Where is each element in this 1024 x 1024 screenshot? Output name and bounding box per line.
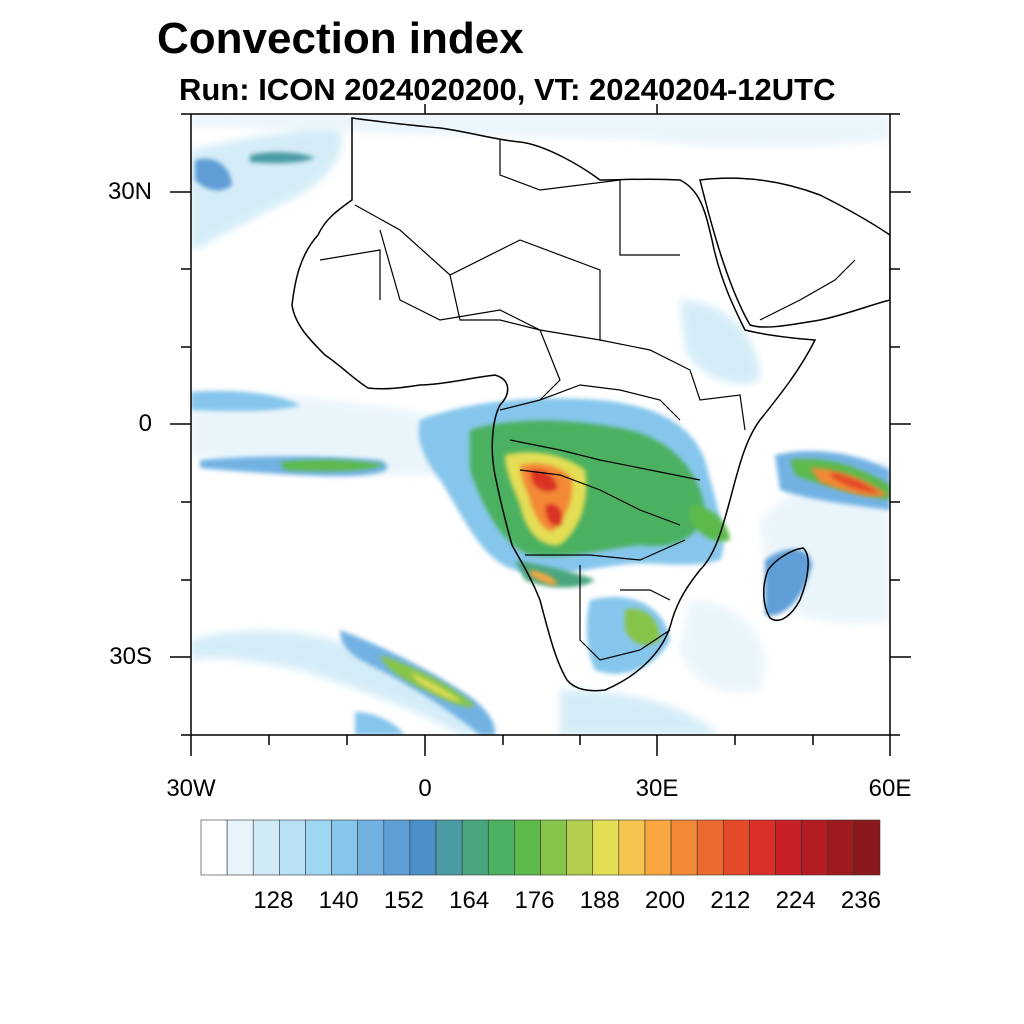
field-angola-orange xyxy=(530,570,558,586)
colorbar-swatch xyxy=(226,819,254,876)
colorbar-swatch xyxy=(383,819,411,876)
colorbar-tick-label: 200 xyxy=(645,887,686,914)
arabia-coastline xyxy=(699,177,890,328)
field-indian-red xyxy=(830,472,880,494)
colorbar-swatch xyxy=(592,819,620,876)
colorbar-swatch xyxy=(566,819,594,876)
colorbar-swatch xyxy=(618,819,646,876)
country-borders xyxy=(319,140,856,661)
colorbar-swatch xyxy=(827,819,855,876)
colorbar-tick-label: 164 xyxy=(449,887,490,914)
colorbar-tick-label: 128 xyxy=(253,887,294,914)
colorbar-swatch xyxy=(749,819,776,876)
lon-label-60e: 60E xyxy=(868,775,912,802)
colorbar-tick-label: 236 xyxy=(840,887,881,914)
lat-label-0: 0 xyxy=(138,410,152,437)
field-south-ocean xyxy=(560,690,720,735)
lon-label-30e: 30E xyxy=(635,775,679,802)
field-congo-red-b xyxy=(545,503,563,527)
coastlines xyxy=(291,117,890,692)
colorbar-swatch xyxy=(487,819,515,876)
field-atlantic-faint xyxy=(191,393,473,476)
field-north-africa-top xyxy=(191,114,890,148)
field-sa-green xyxy=(625,609,660,646)
convection-field xyxy=(191,114,890,735)
colorbar-tick-label: 224 xyxy=(775,887,816,914)
colorbar-swatch xyxy=(644,819,672,876)
chart-title: Convection index xyxy=(157,14,524,63)
field-sw-indian xyxy=(680,600,766,693)
colorbar-swatch xyxy=(409,819,437,876)
colorbar-swatch xyxy=(670,819,698,876)
lat-label-30s: 30S xyxy=(109,643,152,670)
field-angola-green xyxy=(515,560,595,588)
field-congo-red-a xyxy=(530,469,558,492)
colorbar xyxy=(200,819,881,876)
field-nw-streak xyxy=(250,152,315,164)
colorbar-swatch xyxy=(801,819,829,876)
tick-marks xyxy=(170,104,911,756)
colorbar-swatch xyxy=(305,819,332,876)
colorbar-swatch xyxy=(775,819,802,876)
lon-label-30w: 30W xyxy=(166,775,216,802)
colorbar-swatch xyxy=(514,819,541,876)
colorbar-swatch xyxy=(540,819,567,876)
field-east-africa xyxy=(680,300,760,384)
colorbar-tick-label: 212 xyxy=(710,887,751,914)
africa-coastline xyxy=(291,117,817,692)
colorbar-tick-label: 188 xyxy=(579,887,620,914)
colorbar-tick-label: 152 xyxy=(383,887,424,914)
colorbar-swatch xyxy=(357,819,385,876)
field-sw-blob xyxy=(355,712,405,735)
field-guinea-band-blue xyxy=(191,390,300,412)
colorbar-swatch xyxy=(252,819,280,876)
colorbar-swatch xyxy=(723,819,750,876)
chart-subtitle: Run: ICON 2024020200, VT: 20240204-12UTC xyxy=(179,72,836,107)
colorbar-swatch xyxy=(331,819,358,876)
lon-label-0: 0 xyxy=(418,775,432,802)
field-nw-blob xyxy=(195,158,232,191)
field-madagascar-blue xyxy=(765,549,812,616)
colorbar-swatch xyxy=(435,819,463,876)
lat-label-30n: 30N xyxy=(107,178,152,205)
colorbar-swatch xyxy=(279,819,306,876)
field-southatl-yellow xyxy=(410,672,462,702)
colorbar-tick-label: 176 xyxy=(514,887,555,914)
madagascar-coastline xyxy=(763,547,809,621)
field-atlantic-green xyxy=(280,459,385,472)
colorbar-swatch xyxy=(853,819,881,876)
colorbar-tick-label: 140 xyxy=(318,887,359,914)
field-south-atlantic-band xyxy=(191,630,495,735)
colorbar-swatch xyxy=(200,819,228,876)
colorbar-swatch xyxy=(696,819,724,876)
colorbar-swatch xyxy=(461,819,489,876)
